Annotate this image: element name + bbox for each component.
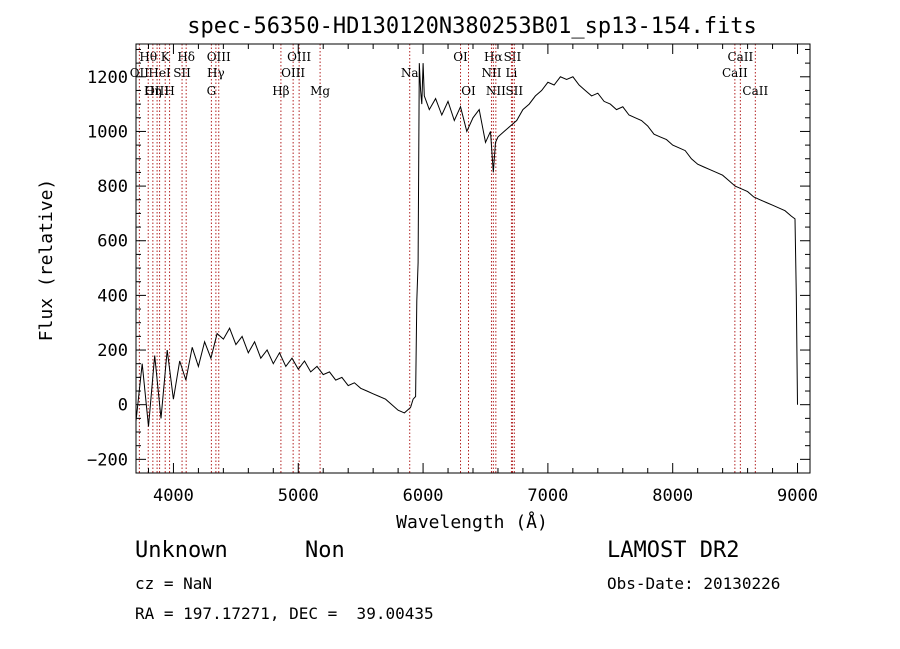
spectral-line-label: H bbox=[164, 84, 174, 98]
spectral-line-markers: Hθ OII OIII K HeI Hη H Hδ SII OIII Hγ G OIII OIII Hβ Mg… bbox=[130, 44, 768, 473]
spectral-line-label: OIII bbox=[287, 50, 311, 64]
spectral-line-label: HeI bbox=[148, 66, 171, 80]
y-tick-label: 800 bbox=[97, 177, 128, 197]
spectral-line-label: Hγ bbox=[207, 66, 225, 80]
spectral-line-label: NII bbox=[481, 66, 501, 80]
y-axis: −200 0 200 400 600 800 1000 1200 bbox=[87, 48, 810, 470]
spectral-line-label: OIII bbox=[207, 50, 231, 64]
spectral-line-label: OII bbox=[130, 66, 150, 80]
y-tick-label: 200 bbox=[97, 341, 128, 361]
spectral-line-label: NII bbox=[486, 84, 506, 98]
spectral-line-label: Hα bbox=[484, 50, 503, 64]
spectral-line-label: Hδ bbox=[177, 50, 195, 64]
survey-name: LAMOST DR2 bbox=[607, 538, 740, 563]
x-tick-label: 6000 bbox=[403, 486, 444, 506]
y-tick-label: 1000 bbox=[87, 122, 128, 142]
spectral-line-label: Hβ bbox=[272, 84, 289, 98]
spectral-line-label: Hη bbox=[144, 84, 162, 98]
spectral-line-label: OIII bbox=[281, 66, 305, 80]
spectral-line-label: OIII bbox=[145, 84, 169, 98]
plot-frame bbox=[135, 43, 811, 474]
spectral-line-label: K bbox=[161, 50, 171, 64]
coordinates-text: RA = 197.17271, DEC = 39.00435 bbox=[135, 604, 434, 623]
spectral-line-label: SII bbox=[505, 84, 523, 98]
x-tick-label: 4000 bbox=[153, 486, 194, 506]
spectral-line-label: Mg bbox=[310, 84, 330, 98]
x-axis-label: Wavelength (Å) bbox=[396, 511, 548, 533]
y-axis-label: Flux (relative) bbox=[36, 179, 57, 342]
spectral-line-label: G bbox=[207, 84, 217, 98]
y-tick-label: −200 bbox=[87, 450, 128, 470]
y-tick-label: 0 bbox=[118, 396, 128, 416]
x-tick-label: 8000 bbox=[652, 486, 693, 506]
x-tick-label: 7000 bbox=[527, 486, 568, 506]
x-tick-label: 9000 bbox=[777, 486, 818, 506]
spectral-line-label: CaII bbox=[727, 50, 753, 64]
spectral-line-label: OI bbox=[461, 84, 476, 98]
spectral-line-label: Li bbox=[506, 66, 518, 80]
redshift-text: cz = NaN bbox=[135, 574, 213, 593]
object-subclass: Non bbox=[305, 538, 345, 563]
series-line bbox=[135, 63, 798, 427]
obs-date-text: Obs-Date: 20130226 bbox=[607, 574, 781, 593]
y-tick-label: 600 bbox=[97, 232, 128, 252]
chart-title: spec-56350-HD130120N380253B01_sp13-154.f… bbox=[187, 14, 757, 39]
x-tick-label: 5000 bbox=[278, 486, 319, 506]
spectral-line-label: Hθ bbox=[139, 50, 157, 64]
object-class: Unknown bbox=[135, 538, 228, 563]
spectral-line-label: SII bbox=[173, 66, 191, 80]
spectral-line-label: CaII bbox=[722, 66, 748, 80]
spectral-line-label: SII bbox=[504, 50, 522, 64]
x-axis: 4000 5000 6000 7000 8000 9000 bbox=[147, 44, 818, 506]
y-tick-label: 400 bbox=[97, 286, 128, 306]
y-tick-label: 1200 bbox=[87, 68, 128, 88]
spectral-line-label: Na bbox=[401, 66, 419, 80]
spectral-line-label: CaII bbox=[742, 84, 768, 98]
spectral-line-label: OI bbox=[453, 50, 468, 64]
